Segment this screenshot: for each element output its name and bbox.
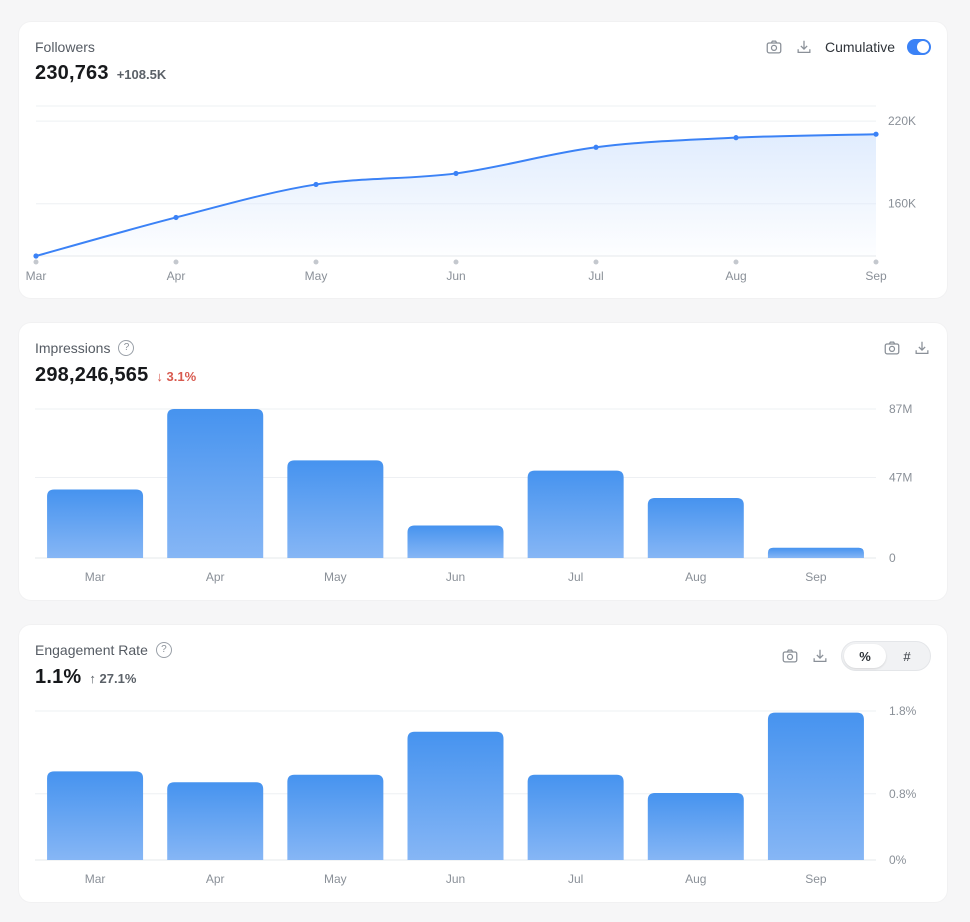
bar [287, 774, 384, 860]
x-tick-dot [33, 259, 39, 265]
percent-option[interactable]: % [844, 644, 886, 668]
y-tick-label: 47M [889, 471, 912, 485]
x-tick-label: Apr [167, 269, 186, 283]
data-point [313, 181, 319, 188]
impressions-delta-text: 3.1% [166, 369, 197, 384]
x-tick-label: Mar [26, 269, 47, 283]
data-point [453, 170, 459, 177]
impressions-card: Impressions ? 298,246,565 ↓ 3.1% 0 47M 87M… [19, 323, 947, 600]
followers-chart: 160K 220K Mar Apr May Jun Jul Aug Sep [26, 105, 916, 283]
x-tick-label: Jun [446, 570, 465, 584]
help-icon[interactable]: ? [155, 642, 172, 658]
impressions-header: Impressions ? [35, 340, 135, 356]
x-tick-dot [593, 259, 599, 265]
engagement-header: Engagement Rate ? [35, 642, 172, 658]
followers-area [36, 134, 876, 256]
x-tick-dot [873, 259, 879, 265]
y-tick-label: 0.8% [889, 787, 917, 801]
x-tick-label: Mar [85, 872, 106, 886]
impressions-summary: 298,246,565 ↓ 3.1% [35, 364, 196, 387]
followers-card: Followers 230,763 +108.5K Cumulative 160… [19, 22, 947, 298]
bar [47, 489, 144, 558]
x-tick-label: Jun [446, 872, 465, 886]
engagement-delta: ↑ 27.1% [89, 671, 136, 686]
engagement-title: Engagement Rate [35, 642, 148, 658]
x-tick-dot [173, 259, 179, 265]
x-tick-label: Jul [568, 872, 583, 886]
y-tick-label: 87M [889, 402, 912, 416]
y-tick-label: 0% [889, 853, 907, 867]
bar [647, 792, 744, 860]
camera-icon[interactable] [883, 339, 901, 357]
arrow-down-icon: ↓ [156, 369, 163, 384]
download-icon[interactable] [913, 339, 931, 357]
x-tick-label: Jul [588, 269, 603, 283]
engagement-card: Engagement Rate ? 1.1% ↑ 27.1% % # 0% 0.8… [19, 625, 947, 902]
camera-icon[interactable] [781, 647, 799, 665]
bar [767, 712, 864, 860]
bar [767, 547, 864, 558]
x-tick-label: Apr [206, 570, 225, 584]
x-tick-dot [313, 259, 319, 265]
bar [167, 782, 264, 860]
bar [527, 470, 624, 558]
x-tick-label: Jul [568, 570, 583, 584]
followers-toolbar: Cumulative [765, 38, 931, 56]
bar [287, 460, 384, 558]
unit-toggle: % # [841, 641, 931, 671]
engagement-delta-text: 27.1% [99, 671, 137, 686]
x-tick-label: May [324, 872, 347, 886]
x-tick-label: Sep [805, 570, 827, 584]
y-tick-label: 0 [889, 551, 896, 565]
impressions-chart: 0 47M 87M Mar Apr May Jun Jul Aug Sep [35, 402, 912, 584]
x-tick-label: Jun [446, 269, 465, 283]
x-tick-label: May [324, 570, 347, 584]
y-tick-label: 160K [888, 197, 916, 211]
y-tick-label: 220K [888, 114, 916, 128]
x-tick-label: Sep [865, 269, 887, 283]
impressions-delta: ↓ 3.1% [156, 369, 196, 384]
followers-title: Followers [35, 39, 95, 55]
bar [47, 771, 144, 860]
engagement-summary: 1.1% ↑ 27.1% [35, 666, 136, 689]
impressions-title: Impressions [35, 340, 111, 356]
x-tick-dot [453, 259, 459, 265]
followers-delta: +108.5K [116, 67, 167, 82]
impressions-toolbar [883, 339, 931, 357]
data-point [733, 135, 739, 141]
x-tick-label: Aug [685, 570, 706, 584]
engagement-toolbar: % # [781, 641, 931, 671]
x-tick-label: Mar [85, 570, 106, 584]
impressions-value: 298,246,565 [35, 364, 149, 386]
download-icon[interactable] [795, 38, 813, 56]
bar [407, 731, 504, 860]
arrow-up-icon: ↑ [89, 671, 96, 686]
bar [407, 525, 504, 558]
cumulative-toggle[interactable] [907, 39, 931, 55]
data-point [873, 131, 879, 137]
help-icon[interactable]: ? [118, 340, 135, 356]
toggle-knob [917, 41, 929, 53]
y-tick-label: 1.8% [889, 704, 917, 718]
x-tick-dot [733, 259, 739, 265]
bar [527, 774, 624, 860]
cumulative-label: Cumulative [824, 39, 895, 55]
x-tick-label: May [305, 269, 328, 283]
followers-value: 230,763 [35, 62, 109, 84]
x-tick-label: Aug [685, 872, 706, 886]
engagement-chart: 0% 0.8% 1.8% Mar Apr May Jun Jul Aug Sep [35, 704, 917, 886]
data-point [173, 214, 179, 221]
bar [647, 498, 744, 558]
data-point [593, 144, 599, 150]
bar [167, 409, 264, 558]
x-tick-label: Aug [725, 269, 746, 283]
engagement-value: 1.1% [35, 666, 82, 688]
followers-summary: 230,763 +108.5K [35, 62, 166, 85]
camera-icon[interactable] [765, 38, 783, 56]
x-tick-label: Apr [206, 872, 225, 886]
count-option[interactable]: # [903, 648, 911, 664]
download-icon[interactable] [811, 647, 829, 665]
data-point [33, 253, 39, 259]
x-tick-label: Sep [805, 872, 827, 886]
